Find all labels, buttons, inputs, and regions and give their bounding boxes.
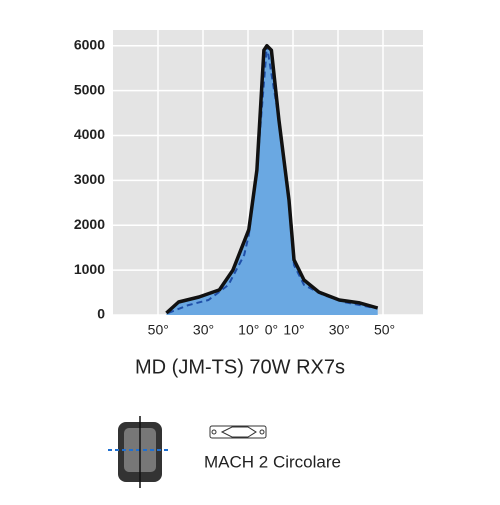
y-tick-label: 4000	[74, 126, 105, 142]
y-tick-label: 6000	[74, 36, 105, 52]
y-tick-label: 3000	[74, 171, 105, 187]
lamp-icon	[108, 416, 170, 488]
line	[165, 43, 379, 315]
area	[166, 45, 378, 315]
y-tick-label: 0	[97, 306, 105, 322]
lamp-caption: MACH 2 Circolare	[204, 452, 341, 471]
x-tick-label: 0°	[265, 322, 278, 338]
x-tick-label: 50°	[374, 322, 395, 338]
x-tick-label: 30°	[329, 322, 350, 338]
x-tick-label: 10°	[283, 322, 304, 338]
chart-title: MD (JM-TS) 70W RX7s	[135, 356, 345, 378]
y-tick-label: 2000	[74, 216, 105, 232]
x-tick-label: 50°	[148, 322, 169, 338]
y-tick-label: 1000	[74, 261, 105, 277]
x-tick-label: 10°	[238, 322, 259, 338]
x-tick-label: 30°	[193, 322, 214, 338]
bulb-icon	[209, 425, 267, 439]
y-tick-label: 5000	[74, 81, 105, 97]
plot: 0 1000 2000 3000 4000 5000 6000 50° 30° 10° 0° 10° 3…	[74, 30, 423, 338]
